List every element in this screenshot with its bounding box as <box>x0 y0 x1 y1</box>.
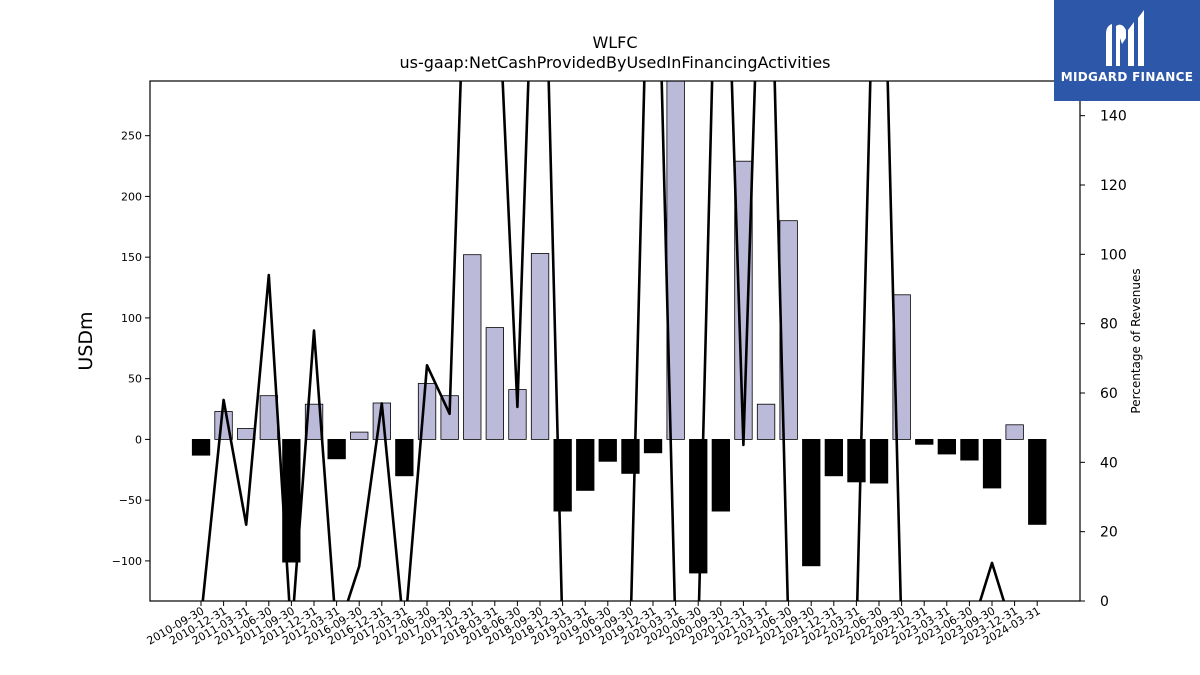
bar <box>824 438 843 477</box>
bar <box>847 438 866 483</box>
series-line <box>201 81 564 601</box>
bar <box>598 438 617 462</box>
bar <box>937 438 956 455</box>
y2-axis-label: Percentage of Revenues <box>1129 268 1143 413</box>
bar <box>756 403 776 440</box>
bar <box>892 294 911 440</box>
bar <box>236 428 256 440</box>
y2-tick-label: 120 <box>1100 178 1127 194</box>
bar <box>463 254 482 440</box>
bar <box>689 438 708 574</box>
brand-name: MIDGARD FINANCE <box>1060 70 1194 84</box>
bar <box>395 438 414 477</box>
bar <box>350 431 369 440</box>
y-tick-label: 50 <box>128 373 142 386</box>
y-axis-label: USDm <box>75 311 97 370</box>
y2-tick-label: 20 <box>1100 525 1118 541</box>
y2-tick-label: 80 <box>1100 317 1118 333</box>
bar <box>802 438 821 567</box>
chart-subtitle: us-gaap:NetCashProvidedByUsedInFinancing… <box>399 53 830 72</box>
bar <box>711 438 730 512</box>
y-tick-label: 0 <box>135 433 142 446</box>
y-tick-label: −50 <box>119 494 142 507</box>
bar <box>734 160 753 440</box>
y-tick-label: 250 <box>121 130 142 143</box>
bar <box>191 438 211 456</box>
y-tick-label: −100 <box>112 555 142 568</box>
series-line <box>978 561 1006 601</box>
bar <box>869 438 889 484</box>
y2-tick-label: 40 <box>1100 455 1118 471</box>
bar <box>304 403 324 440</box>
y-tick-label: 100 <box>121 312 142 325</box>
bar <box>643 438 663 454</box>
plot-frame <box>149 80 1081 602</box>
plot-content <box>191 81 1047 601</box>
midgard-logo-icon <box>1106 10 1144 67</box>
bar <box>553 438 572 512</box>
bar <box>982 438 1002 489</box>
plot-area: −100 −50 0 50 100 150 200 250 0 20 40 60 80 100 120 140… <box>112 80 1127 648</box>
y2-tick-label: 140 <box>1100 109 1127 125</box>
chart-title: WLFC <box>592 33 637 52</box>
bar <box>621 438 640 474</box>
y2-tick-label: 100 <box>1100 247 1127 263</box>
y-tick-label: 150 <box>121 251 142 264</box>
y2-tick-label: 60 <box>1100 386 1118 402</box>
y2-tick-label: 0 <box>1100 594 1109 610</box>
y-tick-label: 200 <box>121 190 142 203</box>
bar <box>259 395 279 440</box>
bar <box>530 253 550 440</box>
series-line <box>855 81 903 601</box>
bar <box>960 438 979 461</box>
bar <box>915 438 934 445</box>
bar <box>485 327 505 440</box>
series-line <box>629 81 790 601</box>
bar <box>1028 438 1047 525</box>
bar <box>327 438 346 460</box>
brand-logo: MIDGARD FINANCE <box>1054 0 1200 101</box>
bar <box>576 438 595 491</box>
bar <box>1005 424 1024 440</box>
